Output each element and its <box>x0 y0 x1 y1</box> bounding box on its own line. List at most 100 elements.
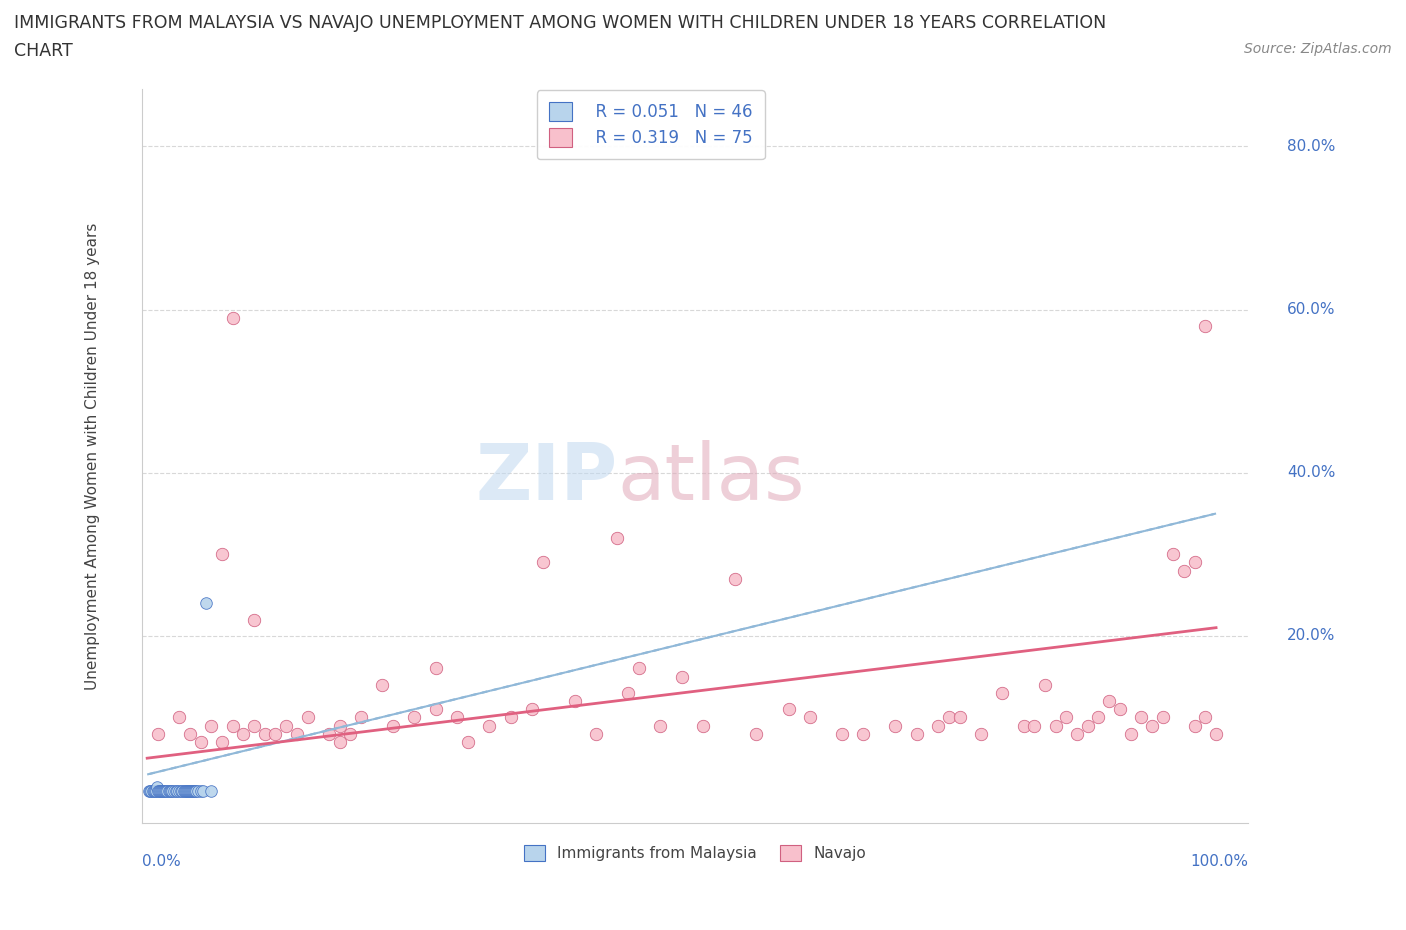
Point <box>173 783 195 798</box>
Point <box>165 783 187 798</box>
Point <box>156 783 179 798</box>
Point <box>948 710 970 724</box>
Point <box>1184 555 1206 570</box>
Point <box>1184 718 1206 733</box>
Point <box>183 783 205 798</box>
Point <box>155 783 177 798</box>
Point <box>905 726 928 741</box>
Point <box>155 783 177 798</box>
Point <box>446 710 468 724</box>
Point <box>927 718 949 733</box>
Point <box>991 685 1014 700</box>
Text: atlas: atlas <box>617 441 806 516</box>
Text: 60.0%: 60.0% <box>1286 302 1336 317</box>
Point <box>146 779 169 794</box>
Point <box>724 571 747 586</box>
Point <box>138 783 160 798</box>
Point <box>172 783 194 798</box>
Point <box>1024 718 1046 733</box>
Text: Source: ZipAtlas.com: Source: ZipAtlas.com <box>1244 42 1392 56</box>
Point <box>531 555 554 570</box>
Point <box>1077 718 1099 733</box>
Point <box>179 783 201 798</box>
Point <box>831 726 853 741</box>
Point <box>1119 726 1142 741</box>
Point <box>177 783 200 798</box>
Point <box>166 783 188 798</box>
Point <box>181 783 204 798</box>
Point <box>190 735 212 750</box>
Point <box>1194 318 1216 333</box>
Point <box>149 783 172 798</box>
Point <box>520 702 543 717</box>
Text: Unemployment Among Women with Children Under 18 years: Unemployment Among Women with Children U… <box>84 222 100 690</box>
Point <box>1012 718 1035 733</box>
Point <box>425 661 447 676</box>
Point <box>160 783 183 798</box>
Point <box>200 783 222 798</box>
Point <box>167 710 190 724</box>
Point <box>1130 710 1153 724</box>
Point <box>1152 710 1174 724</box>
Point <box>190 783 212 798</box>
Point <box>350 710 373 724</box>
Point <box>232 726 254 741</box>
Point <box>478 718 501 733</box>
Point <box>1098 694 1121 709</box>
Point <box>1140 718 1163 733</box>
Point <box>173 783 195 798</box>
Point <box>187 783 209 798</box>
Point <box>184 783 207 798</box>
Point <box>176 783 198 798</box>
Point <box>627 661 650 676</box>
Point <box>329 735 352 750</box>
Point <box>243 612 266 627</box>
Text: 0.0%: 0.0% <box>142 855 180 870</box>
Text: CHART: CHART <box>14 42 73 60</box>
Point <box>221 311 243 325</box>
Point <box>152 783 174 798</box>
Text: 80.0%: 80.0% <box>1286 139 1336 154</box>
Point <box>191 783 214 798</box>
Point <box>617 685 640 700</box>
Point <box>692 718 714 733</box>
Point <box>1108 702 1130 717</box>
Point <box>159 783 181 798</box>
Text: IMMIGRANTS FROM MALAYSIA VS NAVAJO UNEMPLOYMENT AMONG WOMEN WITH CHILDREN UNDER : IMMIGRANTS FROM MALAYSIA VS NAVAJO UNEMP… <box>14 14 1107 32</box>
Point <box>650 718 672 733</box>
Point <box>606 530 628 545</box>
Point <box>276 718 298 733</box>
Point <box>745 726 768 741</box>
Point <box>1173 564 1195 578</box>
Text: 20.0%: 20.0% <box>1286 629 1336 644</box>
Point <box>174 783 197 798</box>
Point <box>799 710 821 724</box>
Point <box>148 783 170 798</box>
Point <box>221 718 243 733</box>
Text: 40.0%: 40.0% <box>1286 465 1336 480</box>
Point <box>181 783 204 798</box>
Text: ZIP: ZIP <box>475 441 617 516</box>
Point <box>1045 718 1067 733</box>
Point <box>264 726 287 741</box>
Point <box>1087 710 1109 724</box>
Point <box>157 783 180 798</box>
Point <box>177 783 200 798</box>
Point <box>186 783 208 798</box>
Point <box>297 710 319 724</box>
Point <box>1205 726 1227 741</box>
Point <box>564 694 586 709</box>
Point <box>318 726 340 741</box>
Point <box>243 718 266 733</box>
Point <box>404 710 426 724</box>
Point <box>153 783 176 798</box>
Text: 100.0%: 100.0% <box>1189 855 1249 870</box>
Point <box>194 596 217 611</box>
Point <box>146 783 169 798</box>
Point <box>253 726 276 741</box>
Point <box>329 718 352 733</box>
Point <box>1054 710 1077 724</box>
Point <box>170 783 193 798</box>
Point <box>150 783 173 798</box>
Point <box>142 783 165 798</box>
